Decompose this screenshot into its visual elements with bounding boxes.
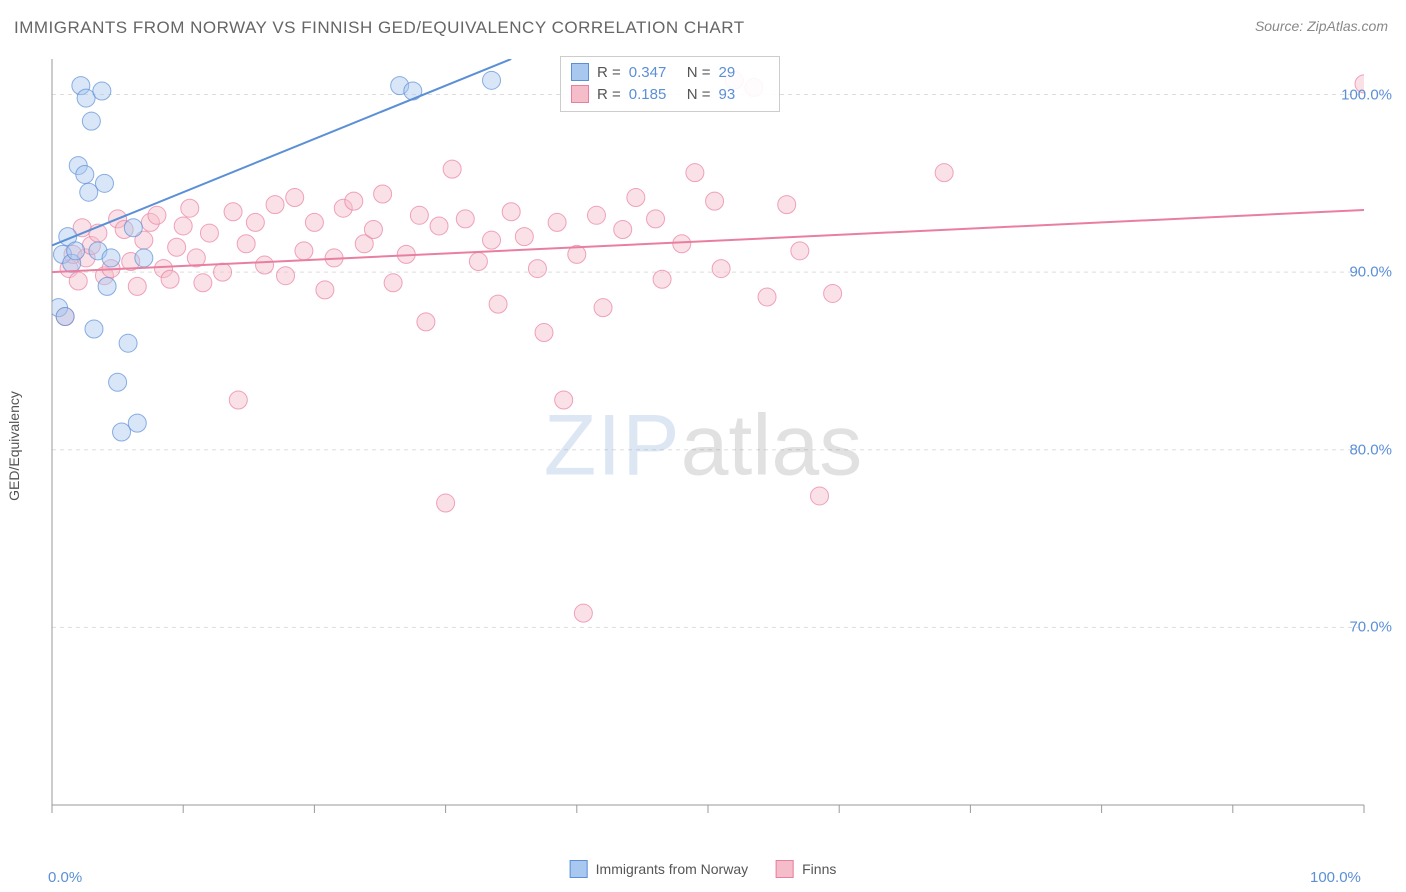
series-legend: Immigrants from Norway Finns	[570, 860, 837, 878]
legend-item-finns: Finns	[776, 860, 836, 878]
source-attribution: Source: ZipAtlas.com	[1255, 18, 1388, 34]
y-tick-label: 90.0%	[1349, 264, 1392, 281]
y-axis-label: GED/Equivalency	[6, 391, 22, 501]
swatch-finns-icon	[776, 860, 794, 878]
r-value: 0.347	[629, 64, 679, 81]
y-tick-label: 100.0%	[1341, 86, 1392, 103]
chart-title: IMMIGRANTS FROM NORWAY VS FINNISH GED/EQ…	[14, 18, 745, 38]
legend-label: Immigrants from Norway	[596, 861, 748, 877]
chart-area	[48, 55, 1368, 825]
correlation-legend: R = 0.347 N = 29 R = 0.185 N = 93	[560, 56, 780, 112]
x-tick-label-left: 0.0%	[48, 869, 82, 886]
scatter-plot-svg	[48, 55, 1368, 825]
r-label: R =	[597, 86, 621, 103]
legend-row-finns: R = 0.185 N = 93	[571, 83, 769, 105]
y-tick-label: 70.0%	[1349, 619, 1392, 636]
n-label: N =	[687, 86, 711, 103]
legend-item-norway: Immigrants from Norway	[570, 860, 748, 878]
x-tick-label-right: 100.0%	[1310, 869, 1361, 886]
n-label: N =	[687, 64, 711, 81]
swatch-finns-icon	[571, 85, 589, 103]
swatch-norway-icon	[571, 63, 589, 81]
swatch-norway-icon	[570, 860, 588, 878]
r-label: R =	[597, 64, 621, 81]
r-value: 0.185	[629, 86, 679, 103]
y-tick-label: 80.0%	[1349, 441, 1392, 458]
legend-label: Finns	[802, 861, 836, 877]
n-value: 29	[719, 64, 769, 81]
legend-row-norway: R = 0.347 N = 29	[571, 61, 769, 83]
n-value: 93	[719, 86, 769, 103]
